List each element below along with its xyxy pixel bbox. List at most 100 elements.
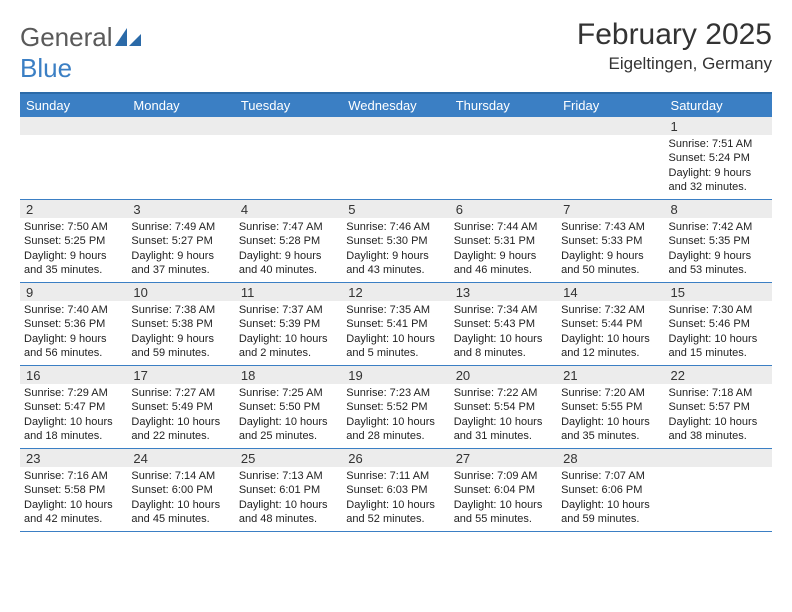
day-number: 15 xyxy=(665,283,772,301)
day-content: Sunrise: 7:07 AMSunset: 6:06 PMDaylight:… xyxy=(561,469,660,526)
daylight-text: Daylight: 10 hours and 52 minutes. xyxy=(346,498,445,527)
day-number: 18 xyxy=(235,366,342,384)
day-content: Sunrise: 7:40 AMSunset: 5:36 PMDaylight:… xyxy=(24,303,123,360)
day-cell: 6 Sunrise: 7:44 AMSunset: 5:31 PMDaylight… xyxy=(450,200,557,282)
daylight-text: Daylight: 10 hours and 59 minutes. xyxy=(561,498,660,527)
day-number: 17 xyxy=(127,366,234,384)
sunrise-text: Sunrise: 7:49 AM xyxy=(131,220,230,234)
day-number: 10 xyxy=(127,283,234,301)
sunset-text: Sunset: 5:49 PM xyxy=(131,400,230,414)
daylight-text: Daylight: 10 hours and 2 minutes. xyxy=(239,332,338,361)
sunrise-text: Sunrise: 7:23 AM xyxy=(346,386,445,400)
calendar-page: General Blue February 2025 Eigeltingen, … xyxy=(0,0,792,532)
day-content: Sunrise: 7:34 AMSunset: 5:43 PMDaylight:… xyxy=(454,303,553,360)
weeks-container: 1Sunrise: 7:51 AMSunset: 5:24 PMDaylight… xyxy=(20,117,772,532)
day-number: 26 xyxy=(342,449,449,467)
day-content: Sunrise: 7:46 AMSunset: 5:30 PMDaylight:… xyxy=(346,220,445,277)
daylight-text: Daylight: 10 hours and 45 minutes. xyxy=(131,498,230,527)
day-number: 5 xyxy=(342,200,449,218)
sunrise-text: Sunrise: 7:38 AM xyxy=(131,303,230,317)
day-number xyxy=(342,117,449,135)
day-cell xyxy=(450,117,557,199)
day-number: 25 xyxy=(235,449,342,467)
sunrise-text: Sunrise: 7:50 AM xyxy=(24,220,123,234)
daylight-text: Daylight: 10 hours and 48 minutes. xyxy=(239,498,338,527)
sunrise-text: Sunrise: 7:22 AM xyxy=(454,386,553,400)
day-content: Sunrise: 7:23 AMSunset: 5:52 PMDaylight:… xyxy=(346,386,445,443)
day-cell: 17Sunrise: 7:27 AMSunset: 5:49 PMDayligh… xyxy=(127,366,234,448)
sunset-text: Sunset: 5:58 PM xyxy=(24,483,123,497)
daylight-text: Daylight: 10 hours and 38 minutes. xyxy=(669,415,768,444)
day-content: Sunrise: 7:13 AMSunset: 6:01 PMDaylight:… xyxy=(239,469,338,526)
sunrise-text: Sunrise: 7:43 AM xyxy=(561,220,660,234)
day-cell: 9Sunrise: 7:40 AMSunset: 5:36 PMDaylight… xyxy=(20,283,127,365)
day-number: 6 xyxy=(450,200,557,218)
sunrise-text: Sunrise: 7:20 AM xyxy=(561,386,660,400)
logo-word2: Blue xyxy=(20,53,72,83)
day-content: Sunrise: 7:47 AMSunset: 5:28 PMDaylight:… xyxy=(239,220,338,277)
day-content: Sunrise: 7:44 AMSunset: 5:31 PMDaylight:… xyxy=(454,220,553,277)
day-content: Sunrise: 7:29 AMSunset: 5:47 PMDaylight:… xyxy=(24,386,123,443)
day-cell: 11 Sunrise: 7:37 AMSunset: 5:39 PMDayligh… xyxy=(235,283,342,365)
day-cell: 24Sunrise: 7:14 AMSunset: 6:00 PMDayligh… xyxy=(127,449,234,531)
day-cell: 12Sunrise: 7:35 AMSunset: 5:41 PMDayligh… xyxy=(342,283,449,365)
day-cell: 15Sunrise: 7:30 AMSunset: 5:46 PMDayligh… xyxy=(665,283,772,365)
day-content: Sunrise: 7:22 AMSunset: 5:54 PMDaylight:… xyxy=(454,386,553,443)
day-cell: 10 Sunrise: 7:38 AMSunset: 5:38 PMDayligh… xyxy=(127,283,234,365)
day-cell: 4Sunrise: 7:47 AMSunset: 5:28 PMDaylight… xyxy=(235,200,342,282)
sunset-text: Sunset: 5:38 PM xyxy=(131,317,230,331)
daylight-text: Daylight: 10 hours and 25 minutes. xyxy=(239,415,338,444)
day-number: 24 xyxy=(127,449,234,467)
sunset-text: Sunset: 5:41 PM xyxy=(346,317,445,331)
logo-text-block: General Blue xyxy=(20,22,143,84)
daylight-text: Daylight: 9 hours and 59 minutes. xyxy=(131,332,230,361)
logo-word1: General xyxy=(20,22,113,52)
day-number: 28 xyxy=(557,449,664,467)
sunset-text: Sunset: 5:57 PM xyxy=(669,400,768,414)
daylight-text: Daylight: 9 hours and 40 minutes. xyxy=(239,249,338,278)
day-cell xyxy=(20,117,127,199)
daylight-text: Daylight: 9 hours and 56 minutes. xyxy=(24,332,123,361)
day-header-fri: Friday xyxy=(557,94,664,117)
sunset-text: Sunset: 5:28 PM xyxy=(239,234,338,248)
daylight-text: Daylight: 10 hours and 18 minutes. xyxy=(24,415,123,444)
sunset-text: Sunset: 5:35 PM xyxy=(669,234,768,248)
day-number: 11 xyxy=(235,283,342,301)
day-number: 2 xyxy=(20,200,127,218)
sunrise-text: Sunrise: 7:07 AM xyxy=(561,469,660,483)
day-content: Sunrise: 7:37 AMSunset: 5:39 PMDaylight:… xyxy=(239,303,338,360)
sunset-text: Sunset: 5:55 PM xyxy=(561,400,660,414)
day-cell: 20Sunrise: 7:22 AMSunset: 5:54 PMDayligh… xyxy=(450,366,557,448)
daylight-text: Daylight: 10 hours and 31 minutes. xyxy=(454,415,553,444)
sunset-text: Sunset: 5:24 PM xyxy=(669,151,768,165)
day-content: Sunrise: 7:35 AMSunset: 5:41 PMDaylight:… xyxy=(346,303,445,360)
day-number xyxy=(235,117,342,135)
day-cell: 19Sunrise: 7:23 AMSunset: 5:52 PMDayligh… xyxy=(342,366,449,448)
sunset-text: Sunset: 6:04 PM xyxy=(454,483,553,497)
day-number: 14 xyxy=(557,283,664,301)
daylight-text: Daylight: 10 hours and 5 minutes. xyxy=(346,332,445,361)
day-number: 3 xyxy=(127,200,234,218)
day-cell: 26Sunrise: 7:11 AMSunset: 6:03 PMDayligh… xyxy=(342,449,449,531)
daylight-text: Daylight: 10 hours and 12 minutes. xyxy=(561,332,660,361)
month-title: February 2025 xyxy=(577,18,772,52)
day-number: 13 xyxy=(450,283,557,301)
day-content: Sunrise: 7:32 AMSunset: 5:44 PMDaylight:… xyxy=(561,303,660,360)
sunrise-text: Sunrise: 7:27 AM xyxy=(131,386,230,400)
daylight-text: Daylight: 9 hours and 46 minutes. xyxy=(454,249,553,278)
day-number xyxy=(127,117,234,135)
day-cell: 28 Sunrise: 7:07 AMSunset: 6:06 PMDayligh… xyxy=(557,449,664,531)
sunset-text: Sunset: 5:54 PM xyxy=(454,400,553,414)
day-content: Sunrise: 7:51 AMSunset: 5:24 PMDaylight:… xyxy=(669,137,768,194)
day-number: 27 xyxy=(450,449,557,467)
day-cell: 8Sunrise: 7:42 AMSunset: 5:35 PMDaylight… xyxy=(665,200,772,282)
sunset-text: Sunset: 6:03 PM xyxy=(346,483,445,497)
sunrise-text: Sunrise: 7:16 AM xyxy=(24,469,123,483)
calendar: Sunday Monday Tuesday Wednesday Thursday… xyxy=(20,92,772,532)
sunrise-text: Sunrise: 7:18 AM xyxy=(669,386,768,400)
day-number xyxy=(665,449,772,467)
day-cell xyxy=(235,117,342,199)
sunset-text: Sunset: 5:46 PM xyxy=(669,317,768,331)
sunrise-text: Sunrise: 7:14 AM xyxy=(131,469,230,483)
day-number: 8 xyxy=(665,200,772,218)
